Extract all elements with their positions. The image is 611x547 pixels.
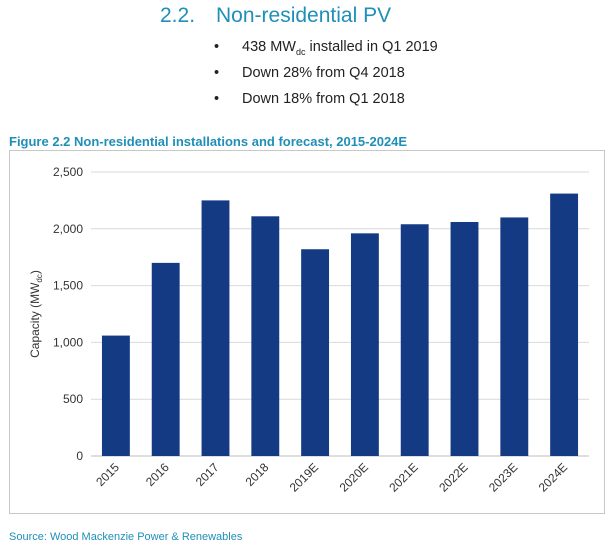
- y-tick-label: 500: [63, 392, 83, 406]
- x-tick-label: 2017: [193, 460, 222, 489]
- x-tick-label: 2024E: [536, 460, 570, 494]
- x-tick-label: 2020E: [337, 460, 371, 494]
- summary-bullet-list: 438 MWdc installed in Q1 2019 Down 28% f…: [212, 34, 438, 112]
- x-tick-label: 2018: [243, 460, 272, 489]
- source-note: Source: Wood Mackenzie Power & Renewable…: [9, 531, 243, 543]
- y-tick-label: 1,500: [53, 279, 83, 293]
- bar-2022E: [450, 221, 479, 456]
- bullet-text: 438 MWdc installed in Q1 2019: [242, 39, 438, 57]
- bar-2018: [251, 216, 280, 456]
- figure-title: Figure 2.2 Non-residential installations…: [9, 134, 408, 149]
- y-axis-ticks: 0 500 1,000 1,500 2,000 2,500: [53, 165, 83, 463]
- bar-2015: [101, 335, 130, 456]
- y-tick-label: 2,500: [53, 165, 83, 179]
- bullet-item: Down 18% from Q1 2018: [212, 86, 438, 112]
- chart-frame: [9, 150, 605, 514]
- section-title: Non-residential PV: [216, 4, 392, 27]
- x-tick-label: 2023E: [486, 460, 520, 494]
- bar-2021E: [400, 224, 429, 456]
- x-axis-ticks: 2015 2016 2017 2018 2019E 2020E 2021E 2022E 2023…: [93, 460, 570, 495]
- bar-2016: [151, 262, 180, 456]
- bar-2017: [201, 200, 230, 456]
- y-tick-label: 1,000: [53, 335, 83, 349]
- section-heading: 2.2. Non-residential PV: [160, 4, 391, 28]
- bar-2023E: [500, 217, 529, 456]
- y-tick-label: 2,000: [53, 222, 83, 236]
- x-tick-label: 2019E: [287, 460, 321, 494]
- x-tick-label: 2022E: [436, 460, 470, 494]
- bar-2020E: [350, 233, 379, 456]
- y-axis-label: Capacity (MWdc): [28, 270, 44, 358]
- section-number: 2.2.: [160, 4, 196, 27]
- bullet-item: Down 28% from Q4 2018: [212, 60, 438, 86]
- y-tick-label: 0: [76, 449, 83, 463]
- x-tick-label: 2016: [143, 460, 172, 489]
- chart-bars: [101, 193, 579, 457]
- bar-2024E: [550, 193, 579, 457]
- bullet-item: 438 MWdc installed in Q1 2019: [212, 34, 438, 60]
- bullet-text: Down 28% from Q4 2018: [242, 65, 405, 81]
- x-tick-label: 2021E: [386, 460, 420, 494]
- bullet-text: Down 18% from Q1 2018: [242, 91, 405, 107]
- x-tick-label: 2015: [93, 460, 122, 489]
- bar-2019E: [301, 249, 330, 456]
